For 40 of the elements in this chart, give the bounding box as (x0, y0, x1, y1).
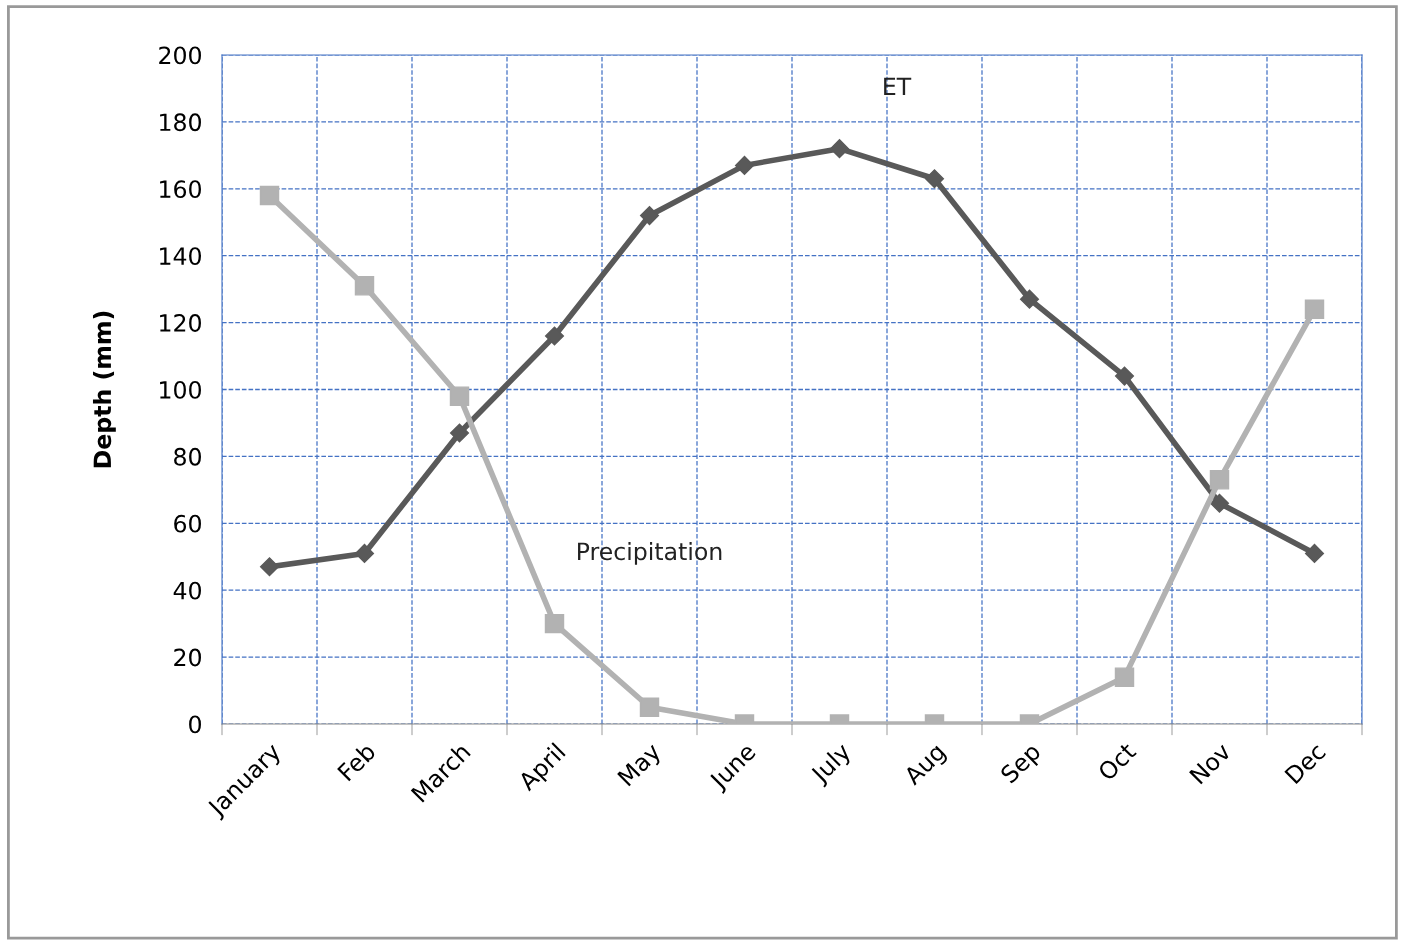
y-tick-label: 0 (189, 715, 201, 734)
point (1114, 366, 1135, 386)
point (829, 139, 850, 159)
series-label: Precipitation (578, 541, 722, 565)
point (1209, 493, 1230, 513)
point (544, 326, 565, 346)
y-axis-title: Depth (mm) (92, 311, 116, 468)
point (1304, 299, 1325, 319)
point (639, 697, 660, 717)
point (449, 423, 470, 443)
point (1114, 667, 1135, 687)
y-tick-label: 120 (160, 314, 201, 332)
x-tick-label: Feb (336, 741, 377, 782)
point (449, 386, 470, 406)
point (734, 155, 755, 175)
point (544, 613, 565, 634)
point (639, 206, 660, 226)
point (1304, 543, 1325, 563)
y-tick-label: 100 (160, 380, 201, 399)
point (1019, 289, 1040, 309)
x-tick-label: Sep (999, 741, 1045, 788)
point (924, 169, 945, 189)
y-tick-label: 40 (173, 581, 201, 600)
point (354, 276, 375, 296)
y-tick-label: 80 (174, 447, 201, 466)
point (259, 557, 280, 577)
y-tick-label: 180 (160, 113, 201, 132)
x-tick-label: Dec (1284, 742, 1327, 785)
x-tick-label: Nov (1189, 741, 1232, 785)
x-tick-label: Aug (902, 742, 950, 790)
y-tick-label: 140 (160, 247, 201, 266)
x-tick-label: Oct (1096, 741, 1138, 782)
point (1209, 470, 1230, 490)
y-tick-label: 20 (174, 648, 201, 667)
point (259, 185, 280, 206)
point (354, 543, 375, 563)
y-tick-label: 160 (160, 180, 201, 199)
y-tick-label: 200 (159, 46, 201, 65)
y-tick-label: 60 (174, 514, 201, 533)
text: ET (884, 77, 912, 95)
